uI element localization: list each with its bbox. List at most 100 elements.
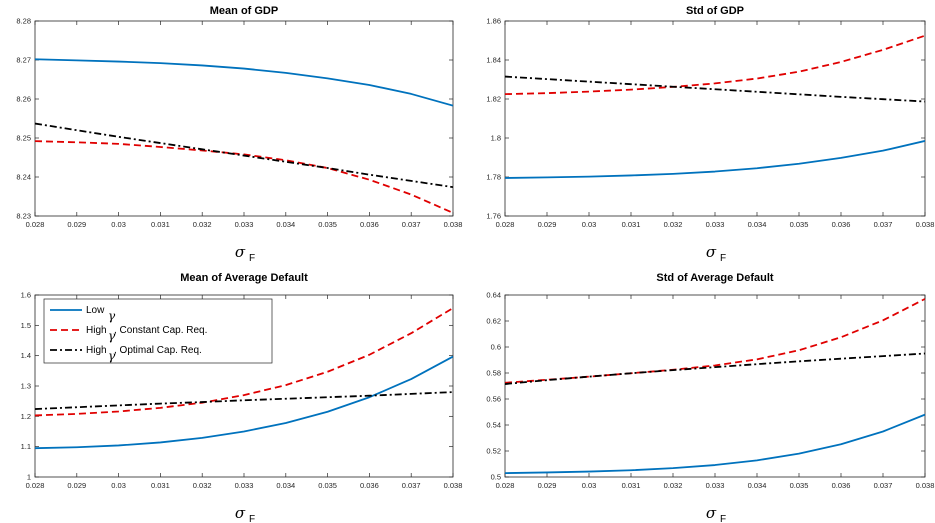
x-tick-label: 0.035 bbox=[790, 481, 809, 490]
x-tick-label: 0.029 bbox=[67, 481, 86, 490]
x-tick-label: 0.033 bbox=[235, 220, 254, 229]
x-tick-label: 0.038 bbox=[444, 481, 463, 490]
x-tick-label: 0.037 bbox=[402, 481, 421, 490]
x-tick-label: 0.034 bbox=[748, 220, 767, 229]
x-tick-label: 0.036 bbox=[360, 481, 379, 490]
y-tick-label: 1.1 bbox=[21, 442, 31, 451]
y-tick-label: 1.2 bbox=[21, 412, 31, 421]
y-tick-label: 8.28 bbox=[16, 17, 31, 26]
x-tick-label: 0.034 bbox=[748, 481, 767, 490]
y-tick-label: 1.86 bbox=[486, 17, 501, 26]
x-tick-label: 0.029 bbox=[538, 481, 557, 490]
chart-title: Std of Average Default bbox=[656, 272, 773, 284]
y-tick-label: 8.24 bbox=[16, 173, 31, 182]
x-axis-label-subscript: F bbox=[720, 253, 726, 264]
x-tick-label: 0.038 bbox=[444, 220, 463, 229]
x-tick-label: 0.037 bbox=[402, 220, 421, 229]
x-tick-label: 0.032 bbox=[664, 220, 683, 229]
x-tick-label: 0.03 bbox=[111, 481, 126, 490]
legend-gamma-3: γ bbox=[108, 349, 116, 363]
x-tick-label: 0.028 bbox=[26, 220, 45, 229]
x-tick-label: 0.028 bbox=[496, 481, 515, 490]
chart-title: Std of GDP bbox=[686, 5, 744, 17]
y-tick-label: 8.23 bbox=[16, 212, 31, 221]
y-tick-label: 0.5 bbox=[491, 473, 501, 482]
x-tick-label: 0.028 bbox=[26, 481, 45, 490]
y-tick-label: 1 bbox=[27, 473, 31, 482]
x-tick-label: 0.031 bbox=[622, 220, 641, 229]
x-tick-label: 0.031 bbox=[622, 481, 641, 490]
y-tick-label: 1.8 bbox=[491, 134, 501, 143]
y-tick-label: 1.4 bbox=[21, 351, 31, 360]
series-line-1 bbox=[35, 58, 453, 107]
legend-label-2: High bbox=[86, 325, 107, 336]
x-tick-label: 0.035 bbox=[318, 220, 337, 229]
x-tick-label: 0.036 bbox=[832, 220, 851, 229]
x-tick-label: 0.031 bbox=[151, 481, 170, 490]
x-tick-label: 0.032 bbox=[193, 481, 212, 490]
x-tick-label: 0.03 bbox=[582, 220, 597, 229]
y-tick-label: 8.26 bbox=[16, 95, 31, 104]
x-tick-label: 0.037 bbox=[874, 220, 893, 229]
y-tick-label: 1.78 bbox=[486, 173, 501, 182]
series-line-2 bbox=[505, 298, 925, 384]
chart-title: Mean of Average Default bbox=[180, 272, 308, 284]
legend-label-3: High bbox=[86, 345, 107, 356]
y-tick-label: 1.3 bbox=[21, 382, 31, 391]
y-tick-label: 0.62 bbox=[486, 317, 501, 326]
x-tick-label: 0.038 bbox=[916, 481, 935, 490]
x-axis-label: σ bbox=[235, 504, 246, 522]
chart-title: Mean of GDP bbox=[210, 5, 278, 17]
series-line-3 bbox=[505, 75, 925, 103]
y-tick-label: 8.27 bbox=[16, 56, 31, 65]
series-line-2 bbox=[35, 307, 453, 417]
legend-gamma-1: γ bbox=[108, 309, 116, 323]
x-tick-label: 0.034 bbox=[276, 481, 295, 490]
chart-panel-3: 0.028 0.029 0.03 0.031 0.032 0.033 0.034 0.035 0… bbox=[21, 272, 463, 523]
x-axis-label-subscript: F bbox=[720, 514, 726, 523]
legend-suffix-2: , Constant Cap. Req. bbox=[114, 325, 207, 336]
x-tick-label: 0.032 bbox=[664, 481, 683, 490]
x-tick-label: 0.03 bbox=[582, 481, 597, 490]
x-tick-label: 0.03 bbox=[111, 220, 126, 229]
series-line-2 bbox=[505, 34, 925, 96]
chart-panel-2: 0.028 0.029 0.03 0.031 0.032 0.033 0.034 0.035 0… bbox=[486, 5, 934, 264]
x-tick-label: 0.033 bbox=[706, 220, 725, 229]
y-tick-label: 8.25 bbox=[16, 134, 31, 143]
chart-panel-4: 0.028 0.029 0.03 0.031 0.032 0.033 0.034 0.035 0… bbox=[486, 272, 934, 523]
x-axis-label-subscript: F bbox=[249, 253, 255, 264]
plot-frame bbox=[504, 294, 926, 478]
x-tick-label: 0.035 bbox=[790, 220, 809, 229]
x-tick-label: 0.034 bbox=[276, 220, 295, 229]
x-tick-label: 0.028 bbox=[496, 220, 515, 229]
y-tick-label: 1.84 bbox=[486, 56, 501, 65]
series-line-1 bbox=[35, 355, 453, 450]
x-tick-label: 0.029 bbox=[538, 220, 557, 229]
y-tick-label: 1.76 bbox=[486, 212, 501, 221]
y-tick-label: 0.56 bbox=[486, 395, 501, 404]
x-tick-label: 0.038 bbox=[916, 220, 935, 229]
x-axis-label-subscript: F bbox=[249, 514, 255, 523]
series-line-1 bbox=[505, 140, 925, 179]
x-axis-label: σ bbox=[706, 243, 717, 261]
series-line-3 bbox=[35, 122, 453, 189]
legend-label-1: Low bbox=[86, 305, 105, 316]
x-axis-label: σ bbox=[706, 504, 717, 522]
x-tick-label: 0.031 bbox=[151, 220, 170, 229]
x-axis-label: σ bbox=[235, 243, 246, 261]
plot-frame bbox=[34, 20, 454, 217]
y-tick-label: 1.82 bbox=[486, 95, 501, 104]
series-line-1 bbox=[505, 413, 925, 474]
x-tick-label: 0.036 bbox=[832, 481, 851, 490]
series-line-3 bbox=[505, 352, 925, 385]
series-line-3 bbox=[35, 391, 453, 410]
y-tick-label: 1.5 bbox=[21, 321, 31, 330]
x-tick-label: 0.037 bbox=[874, 481, 893, 490]
x-tick-label: 0.036 bbox=[360, 220, 379, 229]
y-tick-label: 0.58 bbox=[486, 369, 501, 378]
x-tick-label: 0.033 bbox=[706, 481, 725, 490]
y-tick-label: 0.52 bbox=[486, 447, 501, 456]
y-tick-label: 0.64 bbox=[486, 291, 501, 300]
y-tick-label: 0.54 bbox=[486, 421, 501, 430]
